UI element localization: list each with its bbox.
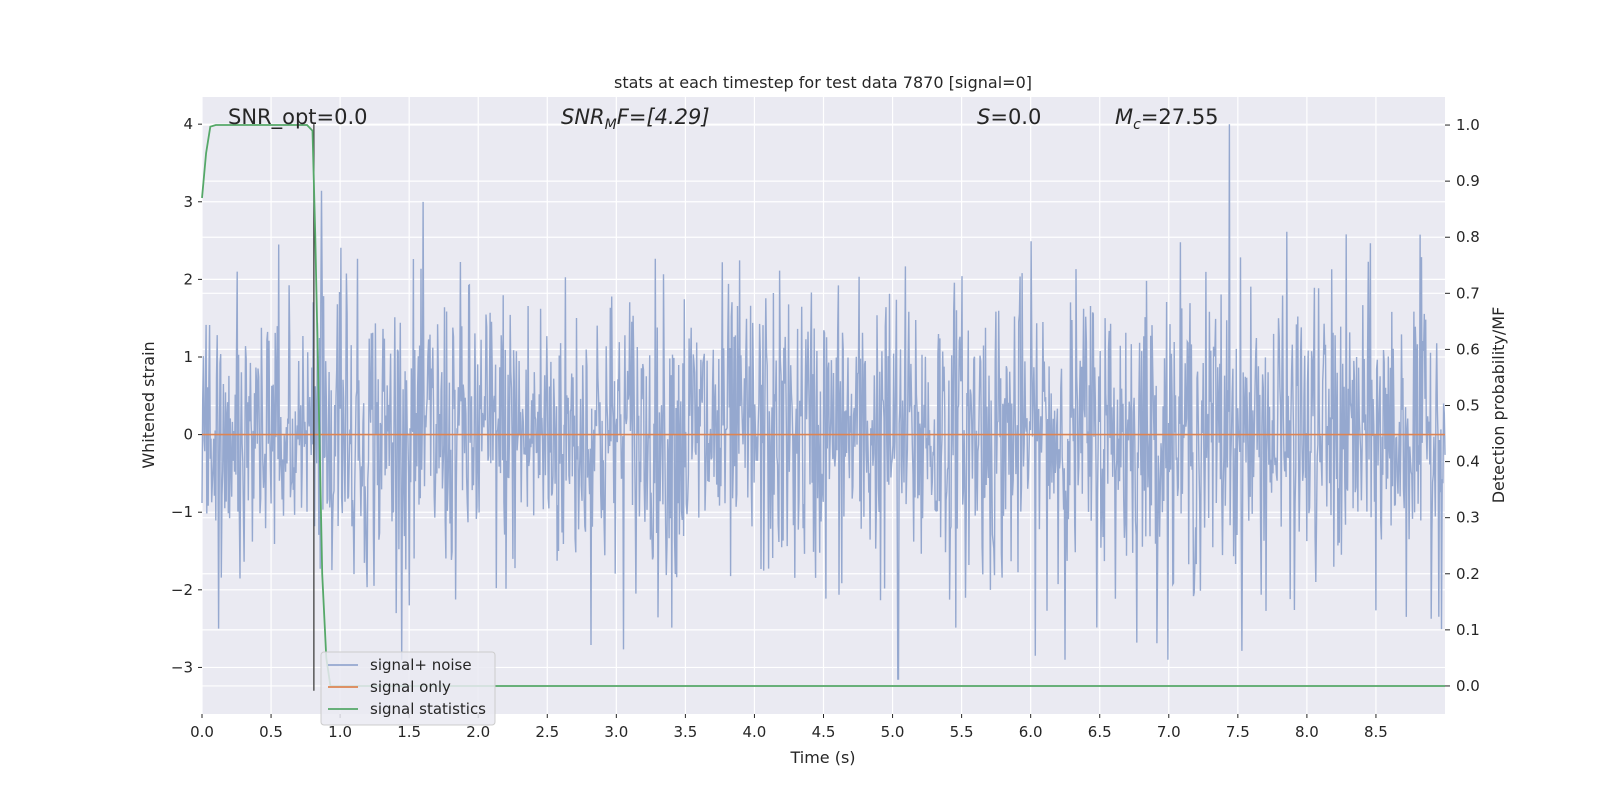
annotation-snr-mf: SNRMF=[4.29] — [561, 105, 710, 133]
mc-rest: =27.55 — [1141, 105, 1219, 129]
legend-label-signal-statistics: signal statistics — [370, 700, 486, 718]
x-tick-label: 0.0 — [190, 723, 214, 741]
snr-mf-sub: M — [605, 117, 617, 133]
legend-box — [320, 651, 496, 726]
y2-tick-label: 0.2 — [1456, 565, 1480, 583]
y-axis-ticks: −3 −2 −1 0 1 2 3 4 — [171, 115, 202, 676]
y2-tick-label: 0.3 — [1456, 509, 1480, 527]
y2-tick-label: 0.5 — [1456, 397, 1480, 415]
y2-tick-label: 1.0 — [1456, 116, 1480, 134]
x-tick-label: 5.0 — [881, 723, 905, 741]
mc-main: M — [1115, 105, 1133, 129]
x-tick-label: 7.0 — [1157, 723, 1181, 741]
statistics-line — [201, 124, 1445, 687]
y2-tick-label: 0.4 — [1456, 453, 1480, 471]
y-tick-label: 2 — [183, 270, 193, 288]
y-tick-label: −1 — [171, 503, 193, 521]
x-tick-label: 3.0 — [604, 723, 628, 741]
series-signal-noise — [201, 124, 1446, 680]
y2-tick-label: 0.6 — [1456, 340, 1480, 358]
chart-title: stats at each timestep for test data 787… — [614, 73, 1032, 92]
x-tick-label: 3.5 — [673, 723, 697, 741]
legend: signal+ noise signal only signal statist… — [320, 651, 496, 726]
x-tick-label: 4.0 — [743, 723, 767, 741]
y2-tick-label: 0.1 — [1456, 621, 1480, 639]
x-axis-ticks: 0.0 0.5 1.0 1.5 2.0 2.5 3.0 3.5 4.0 4.5 5.0 5.5 6.0 6… — [190, 714, 1388, 741]
y-axis-label: Whitened strain — [139, 341, 158, 468]
x-tick-label: 4.5 — [812, 723, 836, 741]
noise-trace — [201, 124, 1446, 680]
y-tick-label: 1 — [183, 348, 193, 366]
series-signal-statistics — [201, 124, 1445, 687]
y2-tick-label: 0.7 — [1456, 284, 1480, 302]
y-tick-label: 4 — [183, 115, 193, 133]
snr-mf-rest-text: F=[4.29] — [617, 105, 710, 129]
annotation-mc: Mc=27.55 — [1115, 105, 1219, 133]
y2-tick-label: 0.8 — [1456, 228, 1480, 246]
legend-label-signal-noise: signal+ noise — [370, 656, 472, 674]
x-tick-label: 6.5 — [1088, 723, 1112, 741]
x-tick-label: 6.0 — [1019, 723, 1043, 741]
annotation-snr-opt: SNR_opt=0.0 — [228, 105, 368, 130]
x-axis-label: Time (s) — [789, 748, 855, 767]
x-tick-label: 1.0 — [328, 723, 352, 741]
y-tick-label: 3 — [183, 193, 193, 211]
snr-mf-main: SNR — [561, 105, 605, 129]
x-tick-label: 5.5 — [950, 723, 974, 741]
x-tick-label: 0.5 — [259, 723, 283, 741]
y-tick-label: 0 — [183, 426, 193, 444]
y2-tick-label: 0.9 — [1456, 172, 1480, 190]
y2-axis-ticks: 0.0 0.1 0.2 0.3 0.4 0.5 0.6 0.7 0.8 0.9 1.0 — [1445, 116, 1480, 695]
snr-mf-rest: F=[4.29] — [617, 105, 710, 129]
y2-tick-label: 0.0 — [1456, 677, 1480, 695]
s-rest: =0.0 — [990, 105, 1041, 129]
x-tick-label: 7.5 — [1226, 723, 1250, 741]
x-tick-label: 2.5 — [535, 723, 559, 741]
s-main: S — [977, 105, 990, 129]
annotation-s: S=0.0 — [977, 105, 1041, 129]
x-tick-label: 2.0 — [466, 723, 490, 741]
x-tick-label: 8.5 — [1364, 723, 1388, 741]
y2-axis-label: Detection probability/MF — [1489, 307, 1508, 504]
legend-label-signal-only: signal only — [370, 678, 451, 696]
y-tick-label: −3 — [171, 658, 193, 676]
mc-sub: c — [1133, 117, 1141, 133]
y-tick-label: −2 — [171, 581, 193, 599]
x-tick-label: 8.0 — [1295, 723, 1319, 741]
x-tick-label: 1.5 — [397, 723, 421, 741]
